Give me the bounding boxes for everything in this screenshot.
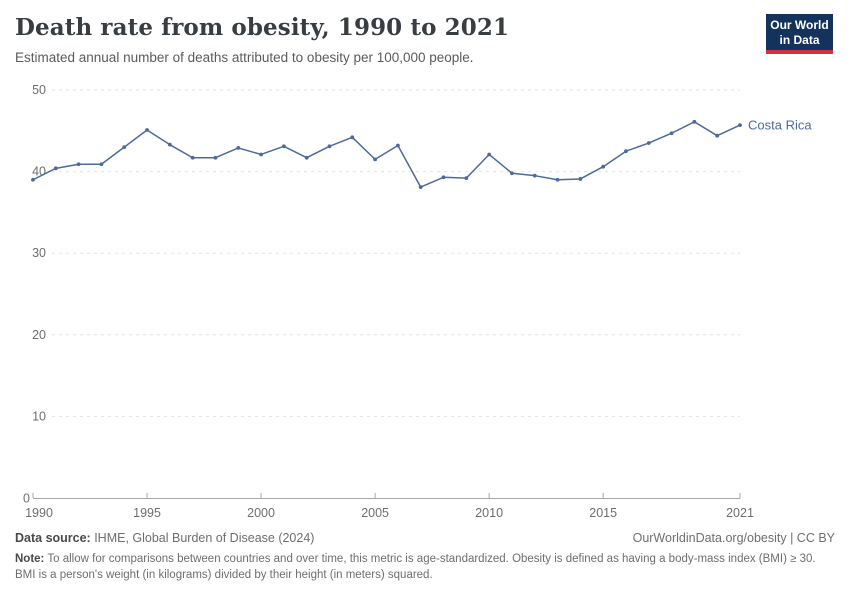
data-line-Costa Rica <box>32 121 741 188</box>
owid-logo-line1: Our World <box>770 18 829 32</box>
data-point-2002 <box>304 155 309 160</box>
series-label-Costa Rica: Costa Rica <box>748 118 812 133</box>
page-title: Death rate from obesity, 1990 to 2021 <box>15 14 510 41</box>
x-tick-label-2015: 2015 <box>589 506 617 520</box>
data-point-2007 <box>418 185 423 190</box>
data-point-1999 <box>236 146 241 150</box>
chart-subtitle: Estimated annual number of deaths attrib… <box>15 50 474 65</box>
owid-url-link[interactable]: OurWorldinData.org/obesity | CC BY <box>632 531 835 545</box>
data-point-1994 <box>122 145 127 150</box>
x-tick-label-2000: 2000 <box>247 506 275 520</box>
owid-logo: Our World in Data <box>766 14 833 50</box>
y-tick-label-50: 50 <box>32 83 46 97</box>
y-tick-label-20: 20 <box>32 328 46 342</box>
owid-logo-line2: in Data <box>779 32 820 47</box>
data-point-2000 <box>259 152 263 157</box>
data-point-1991 <box>53 166 58 171</box>
data-point-1990 <box>31 177 35 182</box>
chart-header: Death rate from obesity, 1990 to 2021 Es… <box>15 14 835 65</box>
data-point-2009 <box>464 176 469 181</box>
data-point-1998 <box>213 155 218 160</box>
data-point-2014 <box>578 177 583 181</box>
data-point-2015 <box>601 164 606 169</box>
data-source-label: Data source: <box>15 531 91 545</box>
data-source-text: IHME, Global Burden of Disease (2024) <box>90 531 315 545</box>
data-point-2001 <box>281 144 286 149</box>
data-point-1993 <box>99 162 104 167</box>
data-point-2019 <box>692 119 697 124</box>
data-point-2021 <box>738 123 742 127</box>
data-point-2008 <box>441 175 446 180</box>
data-point-2003 <box>327 144 332 149</box>
x-tick-label-2005: 2005 <box>361 506 389 520</box>
data-point-2012 <box>532 173 537 178</box>
data-point-2010 <box>487 152 492 157</box>
x-tick-label-2021: 2021 <box>726 506 754 520</box>
chart-note: Note: To allow for comparisons between c… <box>15 552 835 583</box>
data-point-2006 <box>396 143 400 148</box>
data-point-2017 <box>646 141 651 145</box>
data-point-1997 <box>190 155 195 160</box>
data-point-1995 <box>145 128 149 132</box>
y-tick-label-30: 30 <box>32 246 46 260</box>
data-point-1992 <box>76 162 81 167</box>
data-point-2011 <box>510 171 514 176</box>
x-tick-label-1995: 1995 <box>133 506 161 520</box>
data-point-2016 <box>624 149 628 154</box>
data-point-2018 <box>669 131 674 136</box>
data-point-2013 <box>555 177 560 182</box>
y-tick-label-0: 0 <box>23 492 30 506</box>
chart-footer: Data source: IHME, Global Burden of Dise… <box>15 531 835 583</box>
data-point-2005 <box>373 157 377 162</box>
data-point-2004 <box>350 135 355 140</box>
owid-logo-red-bar <box>766 50 833 54</box>
x-tick-label-1990: 1990 <box>25 506 53 520</box>
note-label: Note: <box>15 553 45 565</box>
x-tick-label-2010: 2010 <box>475 506 503 520</box>
data-point-1996 <box>167 142 172 147</box>
y-tick-label-10: 10 <box>32 409 46 423</box>
data-source: Data source: IHME, Global Burden of Dise… <box>15 531 314 545</box>
data-point-2020 <box>715 133 720 138</box>
note-text: To allow for comparisons between countri… <box>15 553 816 581</box>
